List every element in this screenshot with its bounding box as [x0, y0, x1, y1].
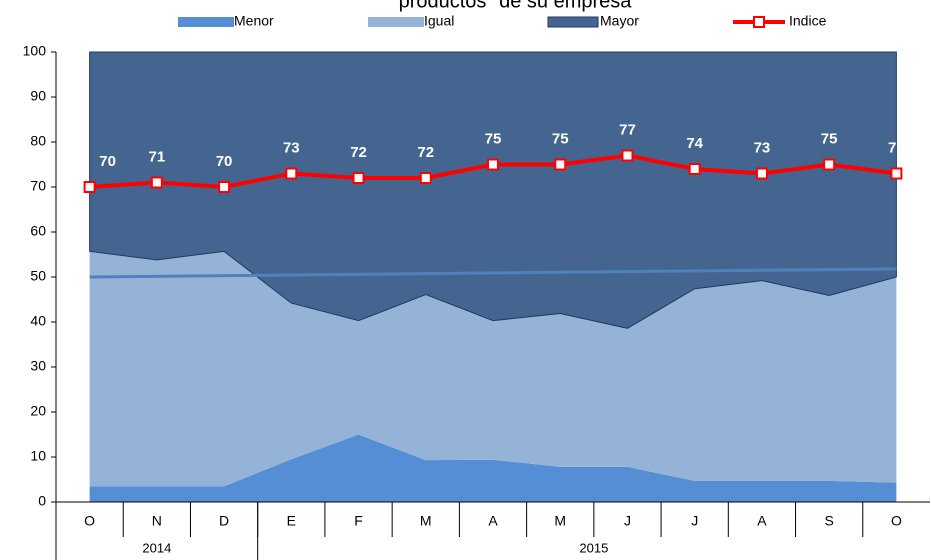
data-label: 73 [888, 139, 905, 156]
data-label: 72 [350, 144, 367, 161]
x-tick-label: M [420, 513, 432, 529]
x-tick-label: A [488, 513, 498, 529]
data-label: 72 [417, 144, 434, 161]
x-tick-label: D [219, 513, 229, 529]
marker [487, 158, 499, 171]
legend-marker [753, 16, 765, 28]
marker [823, 158, 836, 171]
x-tick-label: F [354, 513, 363, 529]
y-tick-label: 10 [30, 448, 46, 464]
legend-label: Mayor [600, 13, 639, 29]
area [89, 434, 897, 502]
data-label: 70 [216, 153, 233, 170]
marker [688, 163, 701, 175]
data-label: 75 [485, 130, 502, 147]
marker [621, 149, 634, 162]
x-tick-label: N [152, 513, 162, 529]
legend-label: Igual [424, 13, 454, 29]
x-tick-label: E [287, 513, 296, 529]
marker [890, 167, 903, 180]
x-tick-label: M [554, 513, 566, 529]
y-tick-label: 50 [30, 268, 46, 284]
x-tick-label: O [891, 513, 902, 529]
x-tick-label: J [624, 513, 631, 529]
legend-swatch [178, 17, 234, 27]
legend-swatch [368, 17, 424, 27]
data-label: 74 [686, 135, 703, 152]
data-label: 75 [552, 130, 569, 147]
legend-swatch [547, 16, 599, 28]
marker [83, 181, 96, 193]
x-tick-label: A [757, 513, 767, 529]
y-tick-label: 90 [30, 88, 46, 104]
y-tick-label: 60 [30, 223, 46, 239]
y-tick-label: 70 [30, 178, 46, 194]
chart-title: productos" de su empresa [399, 0, 633, 12]
x-tick-label: J [691, 513, 698, 529]
group-label: 2014 [142, 540, 171, 555]
legend-label: Indice [789, 13, 827, 29]
data-label: 73 [283, 139, 300, 156]
marker [352, 172, 365, 184]
y-tick-label: 20 [30, 403, 46, 419]
legend-label: Menor [234, 13, 274, 29]
y-tick-label: 30 [30, 358, 46, 374]
x-tick-label: O [84, 513, 95, 529]
data-label: 71 [149, 148, 166, 165]
marker [218, 181, 231, 193]
marker [554, 158, 567, 171]
y-tick-label: 100 [23, 43, 47, 59]
marker [285, 167, 298, 180]
area [89, 51, 897, 329]
y-tick-label: 80 [30, 133, 46, 149]
data-label: 75 [821, 130, 838, 147]
y-tick-label: 0 [38, 493, 46, 509]
y-tick-label: 40 [30, 313, 46, 329]
marker [150, 176, 163, 189]
data-label: 77 [619, 121, 636, 138]
data-label: 73 [754, 139, 771, 156]
marker [755, 167, 768, 180]
area [89, 251, 897, 487]
group-label: 2015 [579, 540, 608, 555]
trend-line [89, 267, 897, 279]
x-tick-label: S [824, 513, 833, 529]
marker [419, 172, 432, 184]
data-label: 70 [99, 153, 116, 170]
